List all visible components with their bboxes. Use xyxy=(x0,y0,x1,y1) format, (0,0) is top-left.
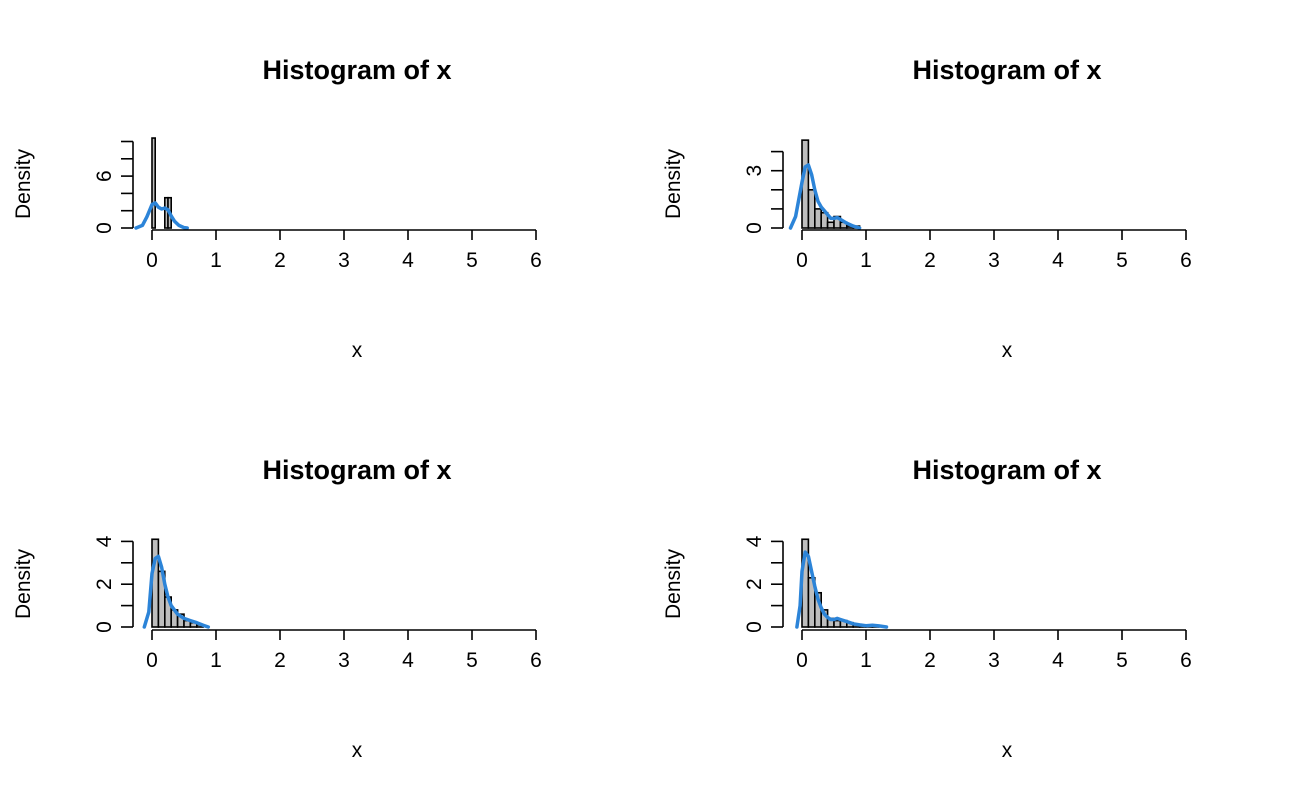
y-tick-label: 6 xyxy=(93,170,116,182)
x-tick-label: 1 xyxy=(860,249,872,272)
histogram-bar xyxy=(151,538,160,628)
histogram-panel-bottom-left: Histogram of x x Density 0 1 2 3 4 5 6 0 2 4 xyxy=(12,455,542,762)
y-axis-label: Density xyxy=(12,548,35,619)
x-axis-label: x xyxy=(352,739,363,762)
histogram-bar xyxy=(151,137,156,229)
histogram-bar xyxy=(833,619,842,628)
x-tick-label: 5 xyxy=(1116,649,1128,672)
y-tick-label: 3 xyxy=(743,165,766,177)
chart-title: Histogram of x xyxy=(262,55,451,85)
y-tick-label: 2 xyxy=(743,578,766,590)
chart-title: Histogram of x xyxy=(912,55,1101,85)
x-tick-label: 3 xyxy=(338,249,350,272)
x-tick-label: 1 xyxy=(210,649,222,672)
histogram-panel-top-left: Histogram of x x Density 0 1 2 3 4 5 6 0 6 xyxy=(12,55,542,362)
chart-title: Histogram of x xyxy=(912,455,1101,485)
x-tick-label: 3 xyxy=(988,649,1000,672)
x-tick-label: 5 xyxy=(1116,249,1128,272)
x-tick-label: 6 xyxy=(530,649,542,672)
y-axis-label: Density xyxy=(662,548,685,619)
density-curve xyxy=(142,554,211,629)
x-tick-label: 2 xyxy=(274,649,286,672)
x-tick-label: 2 xyxy=(924,649,936,672)
x-tick-label: 5 xyxy=(466,649,478,672)
chart-title: Histogram of x xyxy=(262,455,451,485)
y-tick-label: 4 xyxy=(743,535,766,547)
x-tick-label: 3 xyxy=(988,249,1000,272)
x-tick-label: 3 xyxy=(338,649,350,672)
y-tick-label: 0 xyxy=(743,222,766,234)
y-tick-label: 0 xyxy=(93,621,116,633)
x-tick-label: 0 xyxy=(146,249,158,272)
x-tick-label: 5 xyxy=(466,249,478,272)
x-tick-label: 2 xyxy=(274,249,286,272)
x-tick-label: 1 xyxy=(860,649,872,672)
x-axis-label: x xyxy=(1002,339,1013,362)
x-axis-label: x xyxy=(352,339,363,362)
x-tick-label: 4 xyxy=(402,249,414,272)
density-curve xyxy=(134,201,189,230)
x-tick-label: 0 xyxy=(146,649,158,672)
histogram-bar xyxy=(813,208,822,229)
y-tick-label: 2 xyxy=(93,578,116,590)
histogram-panel-bottom-right: Histogram of x x Density 0 1 2 3 4 5 6 0 2 4 xyxy=(662,455,1192,762)
y-tick-label: 0 xyxy=(93,222,116,234)
y-axis-label: Density xyxy=(662,148,685,219)
x-axis-label: x xyxy=(1002,739,1013,762)
y-tick-label: 0 xyxy=(743,621,766,633)
x-tick-label: 4 xyxy=(402,649,414,672)
histogram-bar xyxy=(826,221,835,229)
x-tick-label: 2 xyxy=(924,249,936,272)
histogram-bar xyxy=(807,189,816,229)
y-tick-label: 4 xyxy=(93,535,116,547)
x-tick-label: 0 xyxy=(796,249,808,272)
x-tick-label: 6 xyxy=(1180,249,1192,272)
x-tick-label: 4 xyxy=(1052,249,1064,272)
histogram-panel-top-right: Histogram of x x Density 0 1 2 3 4 5 6 0 3 xyxy=(662,55,1192,362)
x-tick-label: 1 xyxy=(210,249,222,272)
x-tick-label: 4 xyxy=(1052,649,1064,672)
x-tick-label: 6 xyxy=(1180,649,1192,672)
y-axis-label: Density xyxy=(12,148,35,219)
density-curve xyxy=(788,163,862,230)
x-tick-label: 0 xyxy=(796,649,808,672)
density-curve xyxy=(795,550,889,629)
x-tick-label: 6 xyxy=(530,249,542,272)
